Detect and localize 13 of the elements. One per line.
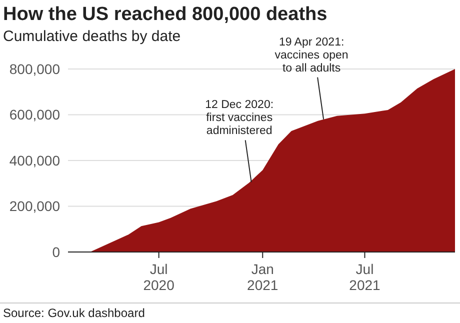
y-tick-label: 400,000 [9, 152, 60, 168]
y-tick-label: 0 [52, 244, 60, 260]
y-tick-label: 600,000 [9, 106, 60, 123]
x-tick-label: Jul 2021 [349, 261, 381, 293]
x-tick-label: Jul 2020 [143, 261, 175, 293]
y-tick-label: 200,000 [9, 198, 60, 214]
chart-subtitle: Cumulative deaths by date [3, 28, 181, 45]
annotation: 12 Dec 2020: first vaccines administered [205, 99, 274, 138]
chart-title: How the US reached 800,000 deaths [3, 4, 328, 25]
source-note: Source: Gov.uk dashboard [3, 306, 145, 320]
y-tick-label: 800,000 [9, 60, 60, 77]
annotation: 19 Apr 2021: vaccines open to all adults [274, 36, 348, 74]
x-tick-label: Jan 2021 [247, 261, 278, 293]
